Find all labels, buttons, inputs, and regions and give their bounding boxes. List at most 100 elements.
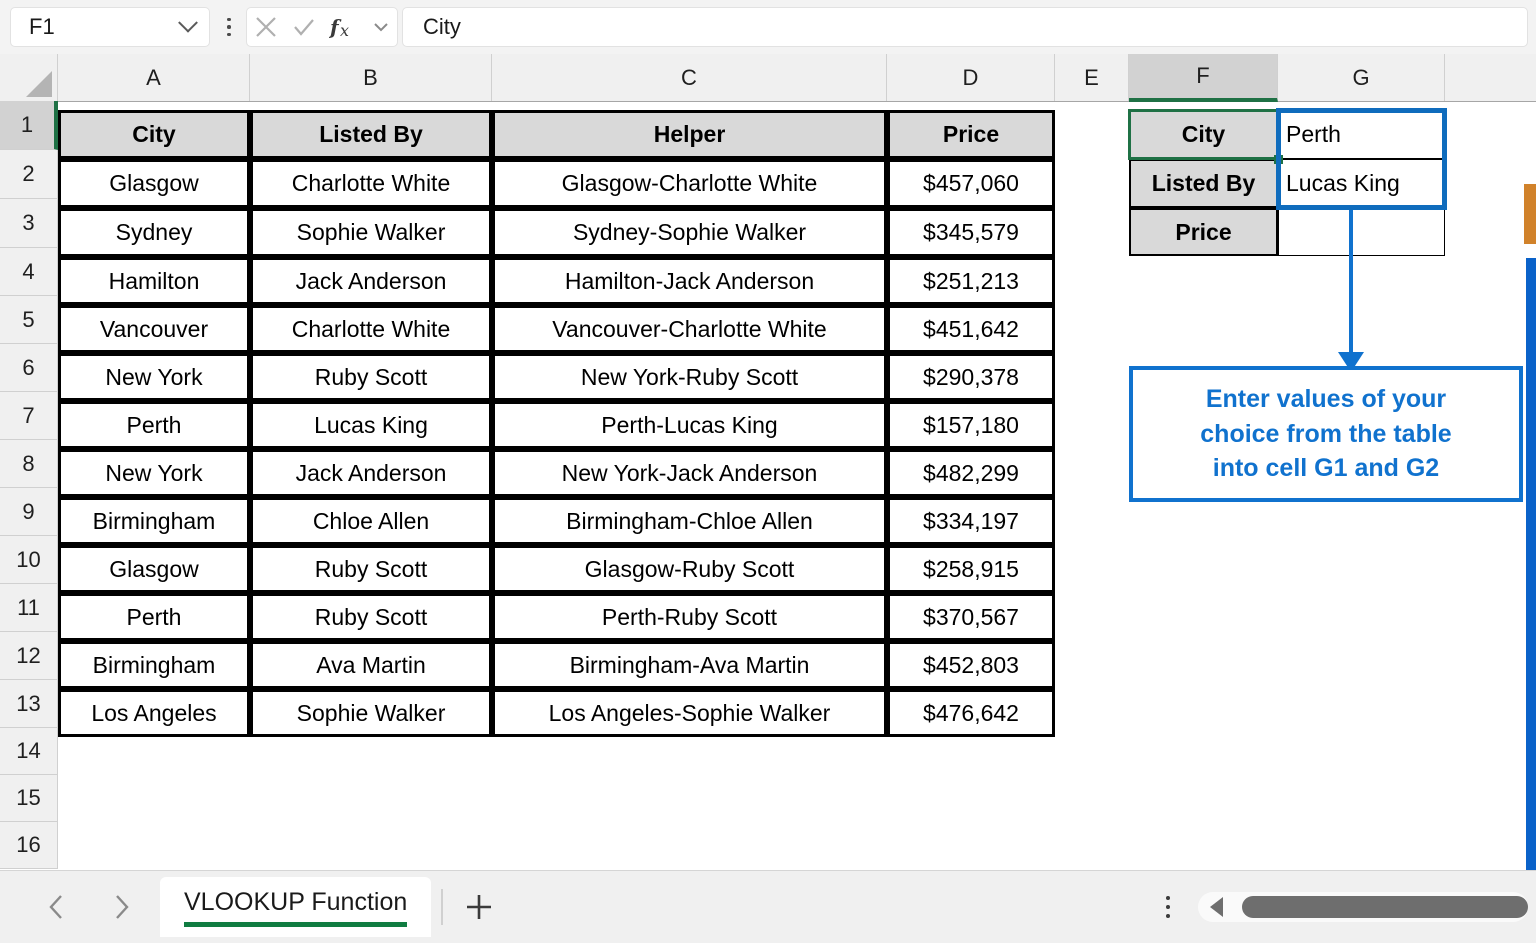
table-cell-city[interactable]: Glasgow: [58, 545, 250, 593]
table-cell-city[interactable]: Los Angeles: [58, 689, 250, 737]
table-cell-helper[interactable]: Perth-Ruby Scott: [492, 593, 887, 641]
formula-input[interactable]: City: [402, 7, 1528, 47]
table-cell-price[interactable]: $157,180: [887, 401, 1055, 449]
row-header-3[interactable]: 3: [0, 199, 58, 248]
scrollbar-thumb[interactable]: [1242, 896, 1528, 918]
row-header-11[interactable]: 11: [0, 584, 58, 632]
row-header-15[interactable]: 15: [0, 775, 58, 822]
table-cell-listed-by[interactable]: Charlotte White: [250, 159, 492, 208]
fx-icon[interactable]: f x: [329, 13, 359, 41]
table-cell-listed-by[interactable]: Jack Anderson: [250, 449, 492, 497]
table-cell-city[interactable]: Vancouver: [58, 305, 250, 353]
row-header-5[interactable]: 5: [0, 296, 58, 344]
table-cell-price[interactable]: $476,642: [887, 689, 1055, 737]
row-header-9[interactable]: 9: [0, 488, 58, 536]
fill-handle[interactable]: [1274, 155, 1283, 164]
table-cell-helper[interactable]: Birmingham-Ava Martin: [492, 641, 887, 689]
table-cell-listed-by[interactable]: Charlotte White: [250, 305, 492, 353]
horizontal-scrollbar[interactable]: [1198, 892, 1528, 922]
column-header-a[interactable]: A: [58, 54, 250, 101]
close-icon[interactable]: [253, 14, 279, 40]
table-cell-city[interactable]: Perth: [58, 593, 250, 641]
lookup-value-price[interactable]: [1278, 208, 1445, 256]
row-header-1[interactable]: 1: [0, 101, 58, 150]
row-header-6[interactable]: 6: [0, 344, 58, 392]
table-cell-listed-by[interactable]: Lucas King: [250, 401, 492, 449]
chevron-down-icon[interactable]: [371, 17, 391, 37]
table-header-price[interactable]: Price: [887, 110, 1055, 159]
table-cell-city[interactable]: Hamilton: [58, 257, 250, 305]
table-cell-city[interactable]: New York: [58, 353, 250, 401]
chevron-down-icon[interactable]: [178, 12, 198, 33]
select-all-corner[interactable]: [0, 54, 58, 101]
table-cell-price[interactable]: $370,567: [887, 593, 1055, 641]
kebab-menu-icon[interactable]: [216, 7, 242, 47]
chevron-left-icon[interactable]: [34, 884, 80, 930]
table-cell-price[interactable]: $345,579: [887, 208, 1055, 257]
table-cell-helper[interactable]: Perth-Lucas King: [492, 401, 887, 449]
table-cell-price[interactable]: $457,060: [887, 159, 1055, 208]
lookup-label-price[interactable]: Price: [1129, 208, 1278, 256]
row-header-13[interactable]: 13: [0, 680, 58, 728]
table-cell-price[interactable]: $452,803: [887, 641, 1055, 689]
table-cell-helper[interactable]: Glasgow-Charlotte White: [492, 159, 887, 208]
table-cell-listed-by[interactable]: Sophie Walker: [250, 208, 492, 257]
column-header-g[interactable]: G: [1278, 54, 1445, 101]
lookup-value-listed-by[interactable]: Lucas King: [1278, 159, 1445, 208]
table-header-helper[interactable]: Helper: [492, 110, 887, 159]
row-header-8[interactable]: 8: [0, 440, 58, 488]
table-cell-listed-by[interactable]: Jack Anderson: [250, 257, 492, 305]
column-header-b[interactable]: B: [250, 54, 492, 101]
table-cell-helper[interactable]: Los Angeles-Sophie Walker: [492, 689, 887, 737]
table-header-city[interactable]: City: [58, 110, 250, 159]
table-cell-listed-by[interactable]: Ruby Scott: [250, 593, 492, 641]
row-header-10[interactable]: 10: [0, 536, 58, 584]
table-cell-listed-by[interactable]: Sophie Walker: [250, 689, 492, 737]
table-cell-price[interactable]: $251,213: [887, 257, 1055, 305]
kebab-menu-icon[interactable]: [1138, 884, 1198, 930]
plus-icon[interactable]: [443, 879, 515, 935]
name-box[interactable]: F1: [10, 7, 210, 47]
table-cell-city[interactable]: Glasgow: [58, 159, 250, 208]
column-header-h[interactable]: [1445, 54, 1536, 101]
table-cell-price[interactable]: $334,197: [887, 497, 1055, 545]
check-icon[interactable]: [291, 14, 317, 40]
table-cell-listed-by[interactable]: Ruby Scott: [250, 353, 492, 401]
table-cell-helper[interactable]: New York-Jack Anderson: [492, 449, 887, 497]
table-cell-price[interactable]: $482,299: [887, 449, 1055, 497]
table-header-listed-by[interactable]: Listed By: [250, 110, 492, 159]
table-cell-city[interactable]: New York: [58, 449, 250, 497]
sheet-tab-vlookup-function[interactable]: VLOOKUP Function: [160, 877, 432, 937]
column-header-c[interactable]: C: [492, 54, 887, 101]
table-cell-helper[interactable]: Hamilton-Jack Anderson: [492, 257, 887, 305]
column-header-d[interactable]: D: [887, 54, 1055, 101]
column-header-e[interactable]: E: [1055, 54, 1129, 101]
table-cell-price[interactable]: $290,378: [887, 353, 1055, 401]
table-cell-city[interactable]: Birmingham: [58, 641, 250, 689]
row-header-16[interactable]: 16: [0, 822, 58, 869]
table-cell-city[interactable]: Perth: [58, 401, 250, 449]
lookup-label-listed-by[interactable]: Listed By: [1129, 159, 1278, 208]
table-cell-helper[interactable]: Sydney-Sophie Walker: [492, 208, 887, 257]
table-cell-city[interactable]: Sydney: [58, 208, 250, 257]
row-header-2[interactable]: 2: [0, 150, 58, 199]
row-header-12[interactable]: 12: [0, 632, 58, 680]
row-header-7[interactable]: 7: [0, 392, 58, 440]
row-header-4[interactable]: 4: [0, 248, 58, 296]
table-cell-helper[interactable]: Birmingham-Chloe Allen: [492, 497, 887, 545]
lookup-label-city[interactable]: City: [1129, 110, 1278, 159]
chevron-right-icon[interactable]: [98, 884, 144, 930]
column-header-f[interactable]: F: [1129, 54, 1278, 102]
table-cell-listed-by[interactable]: Chloe Allen: [250, 497, 492, 545]
scroll-left-arrow-icon[interactable]: [1210, 897, 1223, 917]
table-cell-helper[interactable]: Glasgow-Ruby Scott: [492, 545, 887, 593]
lookup-value-city[interactable]: Perth: [1278, 110, 1445, 159]
table-cell-listed-by[interactable]: Ruby Scott: [250, 545, 492, 593]
row-header-14[interactable]: 14: [0, 728, 58, 775]
table-cell-price[interactable]: $451,642: [887, 305, 1055, 353]
table-cell-price[interactable]: $258,915: [887, 545, 1055, 593]
table-cell-city[interactable]: Birmingham: [58, 497, 250, 545]
table-cell-helper[interactable]: New York-Ruby Scott: [492, 353, 887, 401]
table-cell-listed-by[interactable]: Ava Martin: [250, 641, 492, 689]
table-cell-helper[interactable]: Vancouver-Charlotte White: [492, 305, 887, 353]
